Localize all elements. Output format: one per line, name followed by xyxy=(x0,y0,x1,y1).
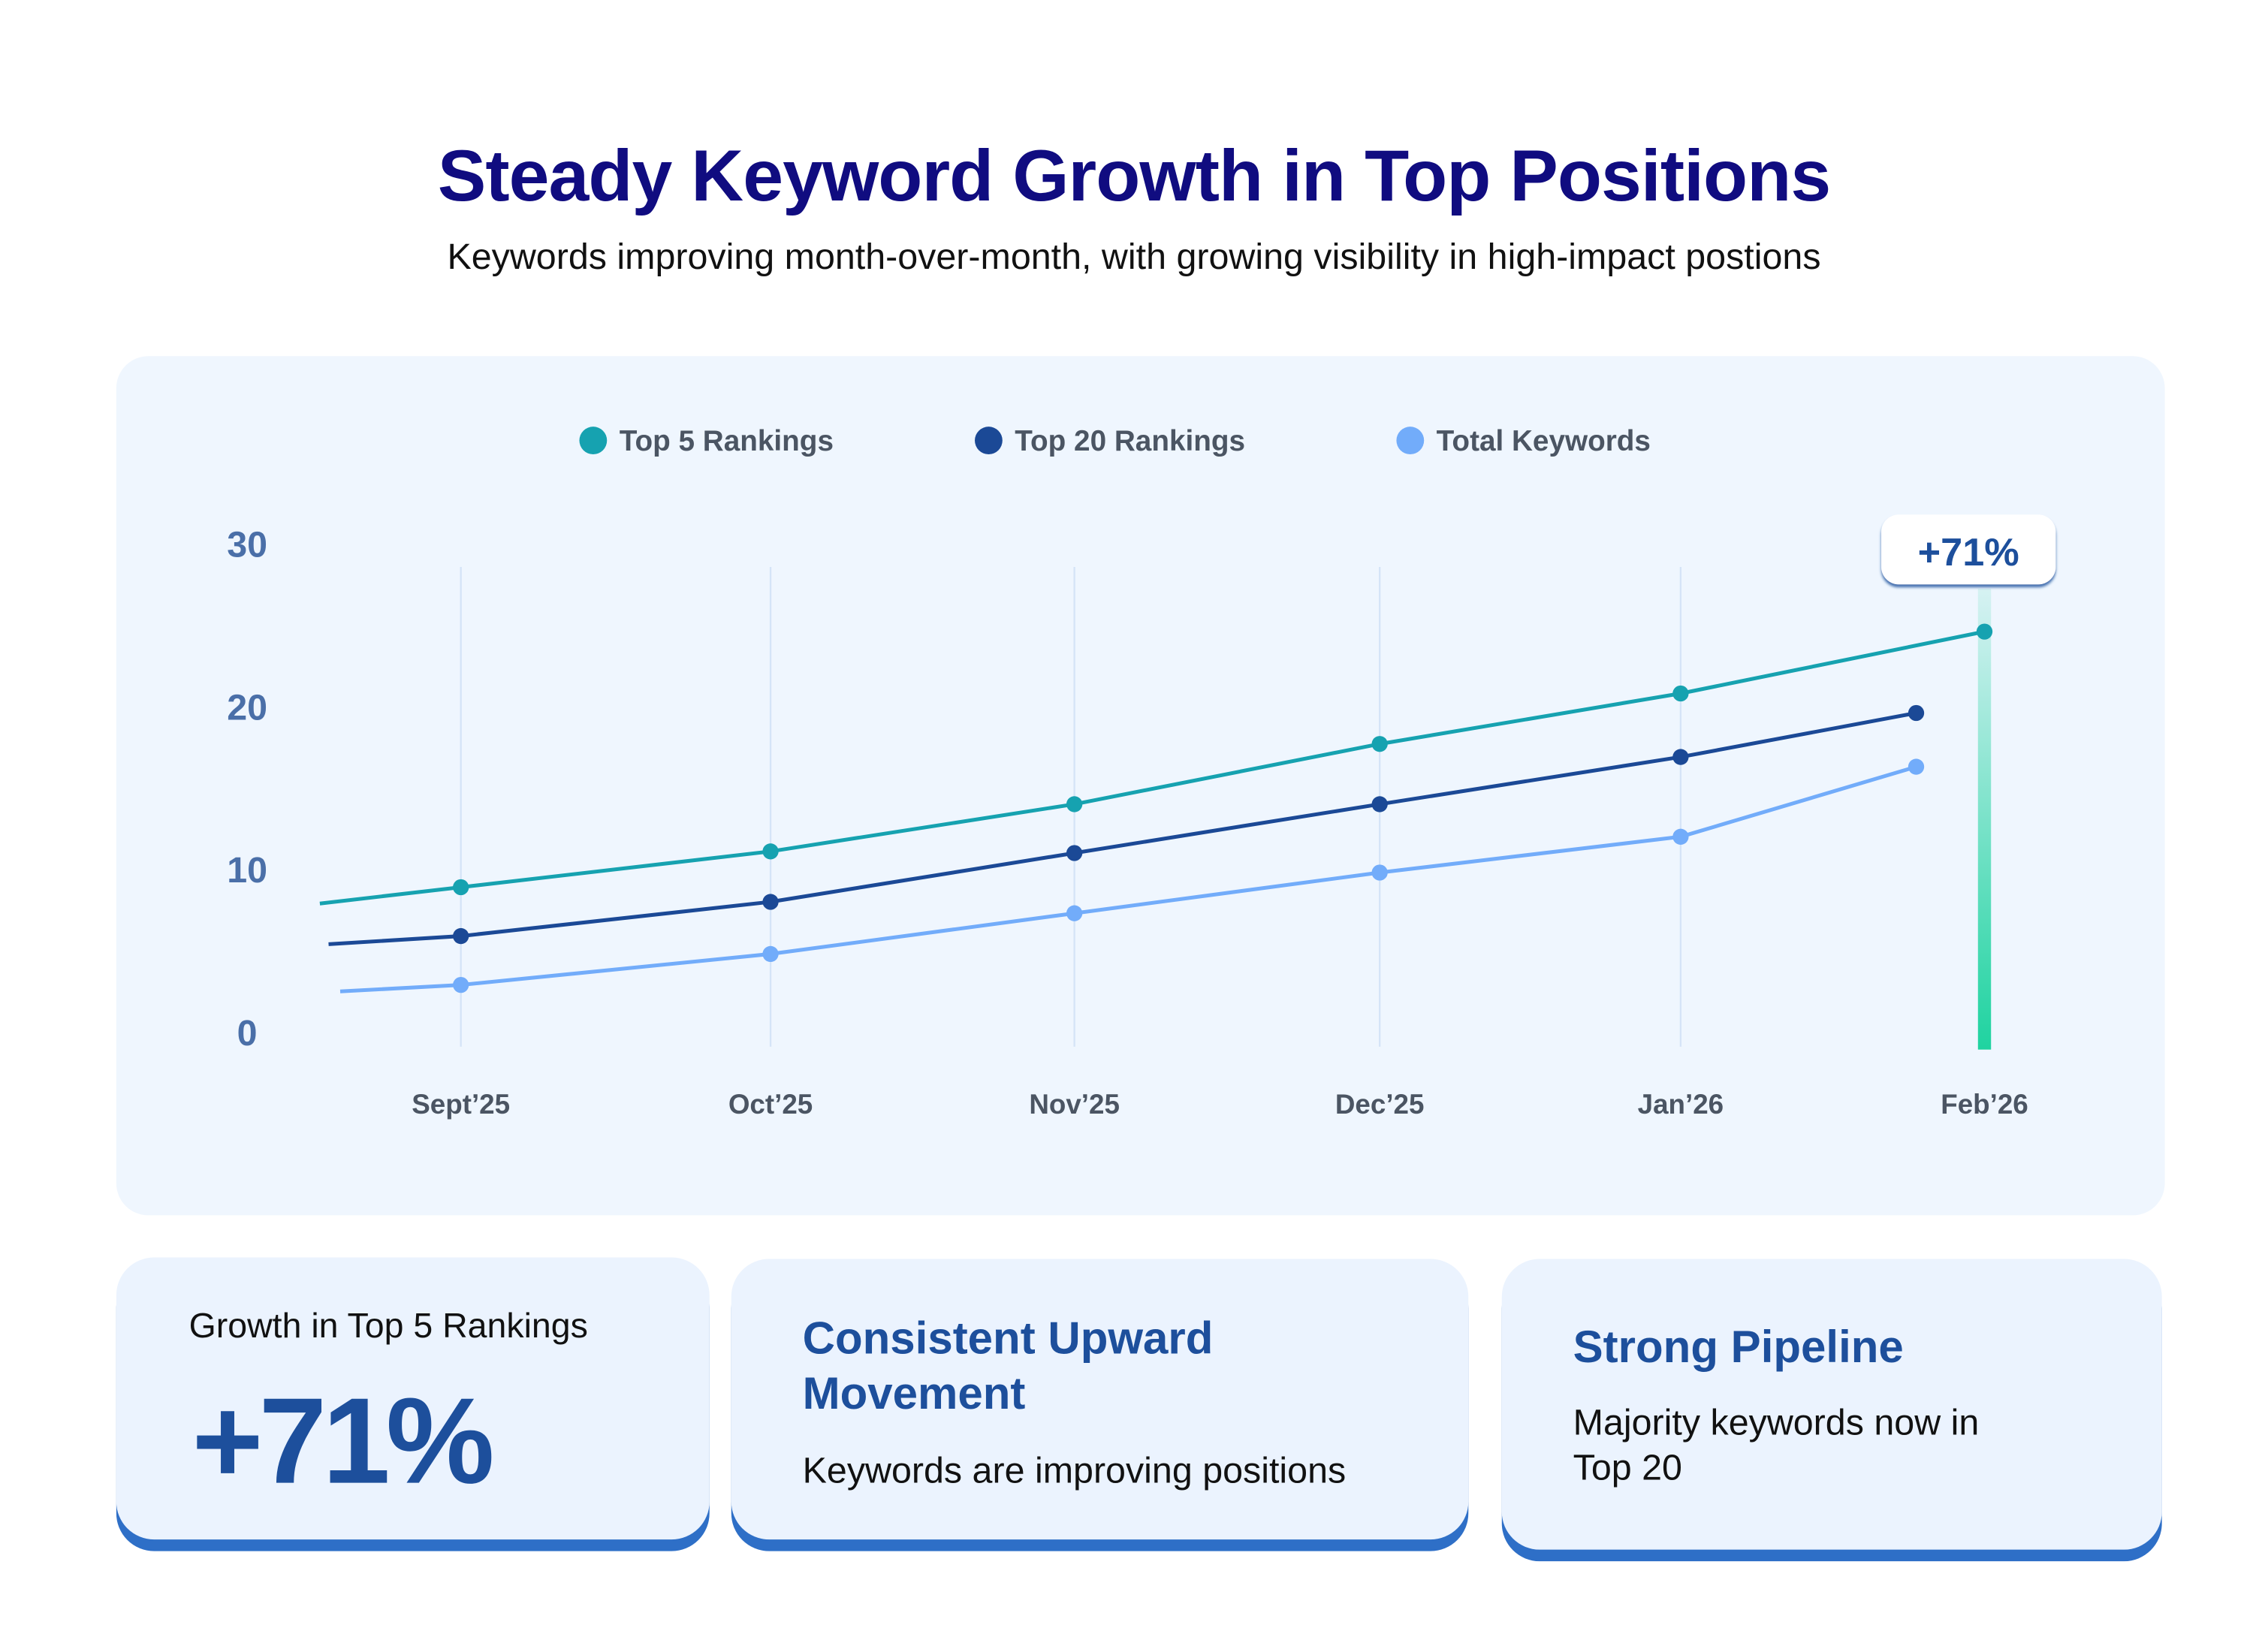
card-upward-heading: Consistent Upward Movement xyxy=(802,1313,1214,1419)
x-tick-label: Jan’26 xyxy=(1638,1089,1724,1120)
card-growth-value: +71% xyxy=(192,1372,495,1509)
series-line xyxy=(319,629,1986,906)
legend-swatch xyxy=(975,427,1003,454)
card-pipeline-text: Majority keywords now in Top 20 xyxy=(1573,1403,1980,1489)
card-upward-text: Keywords are improving positions xyxy=(802,1451,1347,1492)
data-point xyxy=(1672,828,1689,845)
data-point xyxy=(1976,623,1993,640)
data-point xyxy=(762,945,779,963)
card-growth-label: Growth in Top 5 Rankings xyxy=(188,1307,588,1346)
data-point xyxy=(1908,758,1925,775)
legend-label: Top 5 Rankings xyxy=(620,425,834,457)
x-tick-label: Dec’25 xyxy=(1335,1089,1425,1120)
data-point xyxy=(1371,796,1388,812)
card-upward: Consistent Upward Movement Keywords are … xyxy=(731,1259,1469,1540)
data-point xyxy=(762,843,779,860)
data-point xyxy=(1066,796,1083,812)
x-tick-label: Nov’25 xyxy=(1029,1089,1120,1120)
card-pipeline-heading: Strong Pipeline xyxy=(1573,1321,1904,1373)
series-line xyxy=(328,711,1917,946)
x-tick-label: Feb’26 xyxy=(1941,1089,2028,1120)
growth-badge: +71% xyxy=(1881,514,2056,585)
legend-label: Top 20 Rankings xyxy=(1015,425,1245,457)
y-tick-label: 30 xyxy=(227,524,267,565)
data-point xyxy=(1672,685,1689,702)
legend-swatch xyxy=(1396,427,1425,454)
data-point xyxy=(762,894,779,910)
x-tick-label: Sept’25 xyxy=(412,1089,510,1120)
data-point xyxy=(1908,704,1925,722)
data-point xyxy=(1371,736,1388,752)
y-tick-label: 10 xyxy=(227,850,267,891)
growth-badge-label: +71% xyxy=(1918,531,2019,574)
data-point xyxy=(453,927,469,945)
legend-label: Total Keywords xyxy=(1437,425,1651,457)
page-title: Steady Keyword Growth in Top Positions xyxy=(437,135,1831,217)
legend-swatch xyxy=(579,427,608,454)
y-tick-label: 20 xyxy=(227,687,267,728)
x-tick-label: Oct’25 xyxy=(728,1089,813,1120)
series-line xyxy=(339,764,1917,993)
y-tick-label: 0 xyxy=(237,1013,258,1054)
data-point xyxy=(453,976,469,993)
card-growth: Growth in Top 5 Rankings +71% xyxy=(116,1257,710,1540)
card-pipeline: Strong Pipeline Majority keywords now in… xyxy=(1501,1259,2162,1550)
chart-panel xyxy=(116,356,2165,1216)
data-point xyxy=(1672,749,1689,765)
data-point xyxy=(453,879,469,896)
page-subtitle: Keywords improving month-over-month, wit… xyxy=(447,237,1821,278)
highlight-bar xyxy=(1977,589,1992,1050)
data-point xyxy=(1066,905,1083,921)
data-point xyxy=(1371,864,1388,881)
data-point xyxy=(1066,845,1083,861)
